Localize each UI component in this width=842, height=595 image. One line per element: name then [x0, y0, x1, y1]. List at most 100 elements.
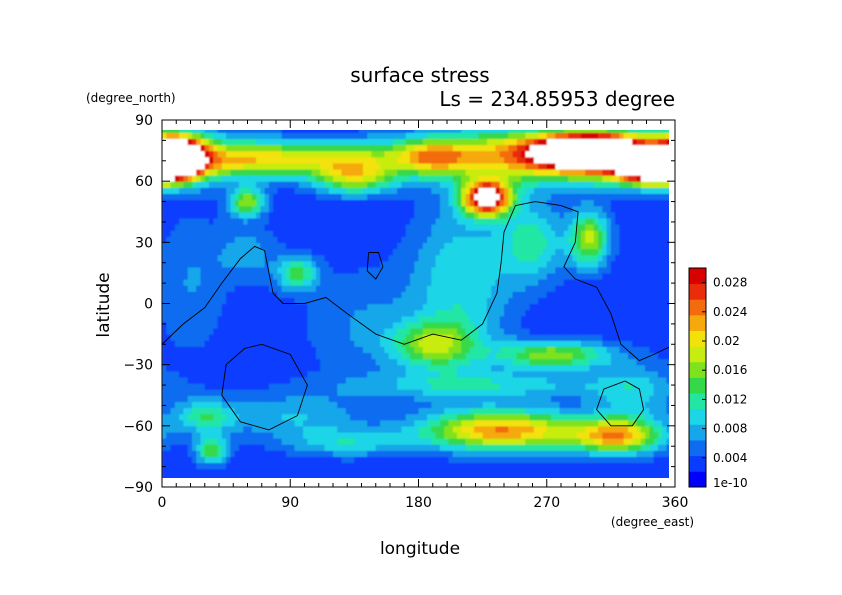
- heatmap-cell: [636, 456, 642, 464]
- heatmap-cell: [469, 291, 475, 298]
- heatmap-cell: [345, 389, 351, 396]
- heatmap-cell: [525, 376, 531, 384]
- heatmap-cell: [277, 413, 283, 421]
- heatmap-cell: [320, 419, 326, 427]
- heatmap-cell: [542, 407, 548, 415]
- heatmap-cell: [311, 407, 317, 415]
- heatmap-cell: [294, 376, 300, 384]
- heatmap-cell: [662, 474, 668, 478]
- heatmap-cell: [187, 468, 193, 476]
- heatmap-cell: [478, 456, 484, 464]
- heatmap-cell: [200, 254, 206, 262]
- heatmap-cell: [444, 364, 450, 372]
- heatmap-cell: [260, 358, 266, 366]
- heatmap-cell: [623, 309, 629, 317]
- heatmap-cell: [504, 474, 509, 478]
- heatmap-cell: [375, 260, 381, 268]
- heatmap-cell: [337, 242, 343, 250]
- heatmap-cell: [213, 401, 219, 409]
- heatmap-cell: [533, 431, 539, 439]
- heatmap-cell: [311, 285, 317, 292]
- heatmap-cell: [422, 450, 428, 458]
- heatmap-cell: [551, 254, 556, 262]
- heatmap-cell: [636, 352, 642, 360]
- heatmap-cell: [200, 376, 206, 384]
- heatmap-cell: [499, 340, 505, 347]
- heatmap-cell: [598, 279, 603, 286]
- heatmap-cell: [247, 419, 253, 427]
- heatmap-cell: [452, 376, 458, 384]
- heatmap-cell: [324, 230, 330, 237]
- heatmap-cell: [341, 364, 347, 372]
- heatmap-cell: [401, 413, 407, 421]
- heatmap-cell: [422, 346, 428, 354]
- heatmap-cell: [367, 474, 373, 478]
- heatmap-cell: [221, 419, 227, 427]
- heatmap-cell: [512, 248, 518, 256]
- heatmap-cell: [439, 327, 445, 335]
- heatmap-cell: [226, 230, 232, 237]
- heatmap-cell: [551, 413, 556, 421]
- heatmap-cell: [405, 236, 411, 243]
- heatmap-cell: [337, 340, 343, 347]
- heatmap-cell: [525, 438, 531, 445]
- heatmap-cell: [234, 431, 240, 439]
- heatmap-cell: [499, 401, 505, 409]
- heatmap-cell: [362, 468, 368, 476]
- heatmap-cell: [405, 444, 411, 451]
- heatmap-cell: [380, 315, 385, 323]
- heatmap-cell: [427, 370, 432, 378]
- heatmap-cell: [256, 462, 261, 470]
- heatmap-cell: [636, 389, 642, 396]
- heatmap-cell: [294, 236, 300, 243]
- heatmap-cell: [213, 309, 219, 317]
- heatmap-cell: [392, 334, 398, 341]
- heatmap-cell: [371, 370, 377, 378]
- heatmap-cell: [209, 358, 214, 366]
- heatmap-cell: [623, 413, 629, 421]
- heatmap-cell: [533, 389, 539, 396]
- heatmap-cell: [469, 462, 475, 470]
- heatmap-cell: [555, 309, 561, 317]
- heatmap-cell: [508, 419, 514, 427]
- heatmap-cell: [230, 285, 236, 292]
- heatmap-cell: [606, 236, 612, 243]
- heatmap-cell: [162, 327, 167, 335]
- heatmap-cell: [213, 291, 219, 298]
- heatmap-cell: [576, 450, 582, 458]
- heatmap-cell: [324, 327, 330, 335]
- heatmap-cell: [546, 425, 552, 433]
- heatmap-cell: [247, 407, 253, 415]
- heatmap-cell: [551, 248, 556, 256]
- heatmap-cell: [303, 462, 308, 470]
- heatmap-cell: [397, 291, 402, 298]
- heatmap-cell: [170, 346, 176, 354]
- heatmap-cell: [516, 431, 522, 439]
- heatmap-cell: [606, 297, 612, 305]
- heatmap-cell: [657, 327, 663, 335]
- heatmap-cell: [290, 236, 296, 243]
- heatmap-cell: [486, 340, 492, 347]
- heatmap-cell: [350, 383, 355, 390]
- heatmap-cell: [350, 474, 355, 478]
- heatmap-cell: [474, 383, 479, 390]
- heatmap-cell: [474, 468, 479, 476]
- heatmap-cell: [401, 474, 407, 478]
- heatmap-cell: [307, 395, 313, 402]
- heatmap-cell: [350, 309, 355, 317]
- heatmap-cell: [508, 254, 514, 262]
- heatmap-cell: [508, 383, 514, 390]
- heatmap-cell: [640, 438, 646, 445]
- heatmap-cell: [166, 456, 172, 464]
- heatmap-cell: [645, 279, 650, 286]
- heatmap-cell: [324, 370, 330, 378]
- heatmap-cell: [580, 334, 586, 341]
- heatmap-cell: [546, 315, 552, 323]
- heatmap-cell: [388, 352, 394, 360]
- heatmap-cell: [610, 389, 616, 396]
- heatmap-cell: [542, 352, 548, 360]
- heatmap-cell: [174, 444, 180, 451]
- heatmap-cell: [649, 327, 655, 335]
- heatmap-cell: [251, 260, 257, 268]
- heatmap-cell: [200, 230, 206, 237]
